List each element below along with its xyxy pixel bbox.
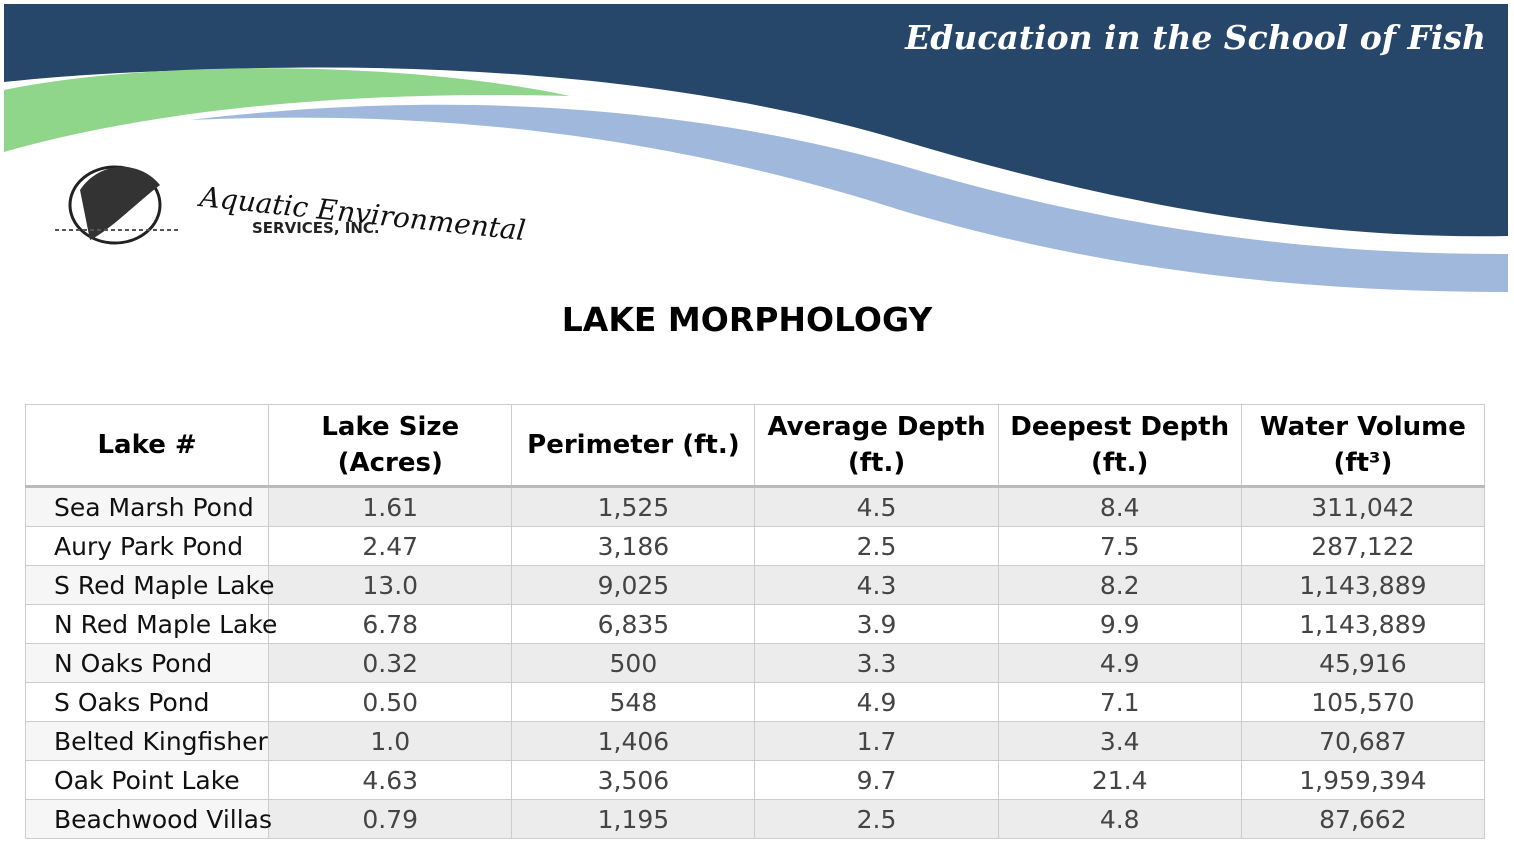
cell: 4.9 <box>754 682 999 722</box>
logo-fish <box>55 165 180 245</box>
cell: 87,662 <box>1240 799 1486 839</box>
column-header: Perimeter (ft.) <box>511 404 756 488</box>
cell: 6.78 <box>268 604 513 644</box>
cell: 1,406 <box>511 721 756 761</box>
lake-name: N Red Maple Lake <box>24 604 277 644</box>
lake-name: S Oaks Pond <box>24 682 270 722</box>
cell: 7.1 <box>997 682 1242 722</box>
column-header: Lake Size (Acres) <box>268 404 513 488</box>
lake-name: Belted Kingfisher <box>24 721 270 761</box>
header-line: Water Volume <box>1259 412 1466 442</box>
column-header: Water Volume (ft³) <box>1240 404 1486 488</box>
cell: 9,025 <box>511 565 756 605</box>
table-row: S Oaks Pond 0.50 548 4.9 7.1 105,570 <box>24 682 1486 722</box>
cell: 8.4 <box>997 486 1242 527</box>
table-row: N Oaks Pond 0.32 500 3.3 4.9 45,916 <box>24 643 1486 683</box>
lake-name: Sea Marsh Pond <box>24 486 270 527</box>
header-line: (ft.) <box>847 448 906 478</box>
table-row: Belted Kingfisher 1.0 1,406 1.7 3.4 70,687 <box>24 721 1486 761</box>
cell: 3.3 <box>754 643 999 683</box>
cell: 4.9 <box>997 643 1242 683</box>
cell: 4.63 <box>268 760 513 800</box>
tagline: Education in the School of Fish <box>905 18 1486 57</box>
cell: 1,525 <box>511 486 756 527</box>
cell: 4.5 <box>754 486 999 527</box>
cell: 0.79 <box>268 799 513 839</box>
lake-name: Aury Park Pond <box>24 526 270 566</box>
cell: 2.5 <box>754 799 999 839</box>
cell: 1,195 <box>511 799 756 839</box>
header-line: Lake Size <box>321 412 460 442</box>
header-line: Perimeter (ft.) <box>527 430 740 460</box>
cell: 70,687 <box>1240 721 1486 761</box>
header-row: Lake # Lake Size (Acres) Perimeter (ft.) Ave… <box>24 404 1486 488</box>
cell: 1.7 <box>754 721 999 761</box>
cell: 1,959,394 <box>1240 760 1486 800</box>
cell: 548 <box>511 682 756 722</box>
cell: 3,506 <box>511 760 756 800</box>
cell: 9.9 <box>997 604 1242 644</box>
cell: 1,143,889 <box>1240 565 1486 605</box>
table-row: Sea Marsh Pond 1.61 1,525 4.5 8.4 311,042 <box>24 486 1486 527</box>
cell: 9.7 <box>754 760 999 800</box>
cell: 3.4 <box>997 721 1242 761</box>
cell: 45,916 <box>1240 643 1486 683</box>
cell: 1.0 <box>268 721 513 761</box>
cell: 0.50 <box>268 682 513 722</box>
cell: 3,186 <box>511 526 756 566</box>
cell: 21.4 <box>997 760 1242 800</box>
cell: 4.8 <box>997 799 1242 839</box>
green-swoosh <box>4 68 570 152</box>
table-row: Aury Park Pond 2.47 3,186 2.5 7.5 287,122 <box>24 526 1486 566</box>
cell: 3.9 <box>754 604 999 644</box>
table-row: Beachwood Villas 0.79 1,195 2.5 4.8 87,662 <box>24 799 1486 839</box>
banner <box>4 4 1508 292</box>
cell: 1.61 <box>268 486 513 527</box>
cell: 311,042 <box>1240 486 1486 527</box>
morphology-table: Lake # Lake Size (Acres) Perimeter (ft.) Ave… <box>24 404 1486 839</box>
table-row: N Red Maple Lake 6.78 6,835 3.9 9.9 1,143,889 <box>24 604 1486 644</box>
cell: 0.32 <box>268 643 513 683</box>
table-row: Oak Point Lake 4.63 3,506 9.7 21.4 1,959,394 <box>24 760 1486 800</box>
cell: 13.0 <box>268 565 513 605</box>
blue-swoosh <box>190 104 1508 292</box>
header-line: Lake # <box>97 430 197 460</box>
cell: 7.5 <box>997 526 1242 566</box>
banner-wave <box>4 4 1508 237</box>
lake-name: S Red Maple Lake <box>24 565 275 605</box>
cell: 2.5 <box>754 526 999 566</box>
lake-name: Oak Point Lake <box>24 760 270 800</box>
column-header: Lake # <box>24 404 270 488</box>
cell: 105,570 <box>1240 682 1486 722</box>
header-line: Average Depth <box>767 412 986 442</box>
header-line: (ft.) <box>1091 448 1149 478</box>
header-line: (ft³) <box>1333 448 1393 478</box>
cell: 8.2 <box>997 565 1242 605</box>
cell: 500 <box>511 643 756 683</box>
lake-name: Beachwood Villas <box>24 799 272 839</box>
header-line: (Acres) <box>337 448 443 478</box>
cell: 6,835 <box>511 604 756 644</box>
cell: 2.47 <box>268 526 513 566</box>
header-line: Deepest Depth <box>1010 412 1230 442</box>
column-header: Average Depth (ft.) <box>754 404 999 488</box>
table-row: S Red Maple Lake 13.0 9,025 4.3 8.2 1,143,889 <box>24 565 1486 605</box>
logo-sub: SERVICES, INC. <box>252 219 380 237</box>
cell: 4.3 <box>754 565 999 605</box>
page-title: LAKE MORPHOLOGY <box>561 300 933 339</box>
lake-name: N Oaks Pond <box>24 643 270 683</box>
cell: 1,143,889 <box>1240 604 1486 644</box>
cell: 287,122 <box>1240 526 1486 566</box>
column-header: Deepest Depth (ft.) <box>997 404 1242 488</box>
